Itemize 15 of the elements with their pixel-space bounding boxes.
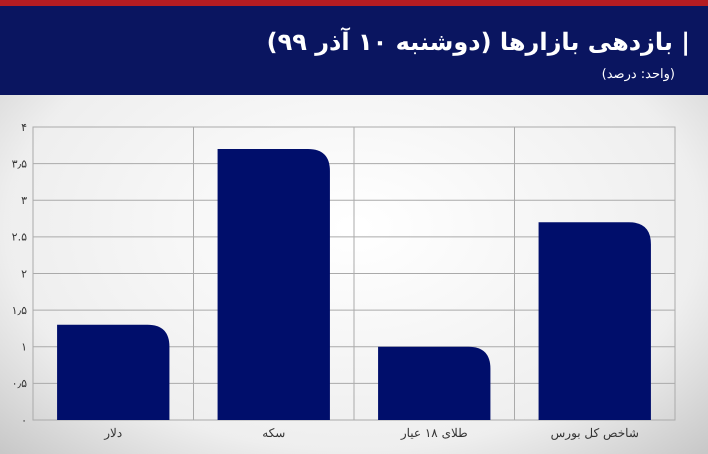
y-tick-label: ۱ <box>21 340 27 354</box>
y-tick-label: ۳٫۵ <box>12 157 28 170</box>
y-tick-label: ۲ <box>21 267 28 280</box>
x-tick-label: دلار <box>103 426 122 440</box>
y-tick-label: ۲.۵ <box>12 230 28 244</box>
y-tick-label: ۰ <box>21 414 27 427</box>
y-tick-label: ۴ <box>21 120 28 134</box>
x-tick-label: شاخص کل بورس <box>550 426 639 440</box>
chart-title: | بازدهی بازارها (دوشنبه ۱۰ آذر ۹۹) <box>266 27 690 56</box>
x-tick-label: طلای ۱۸ عیار <box>400 426 468 440</box>
y-tick-label: ۱٫۵ <box>12 304 28 317</box>
y-tick-label: ۳ <box>21 194 28 208</box>
x-tick-label: سکه <box>262 426 286 440</box>
chart-subtitle: (واحد: درصد) <box>602 67 675 82</box>
y-tick-label: ۰٫۵ <box>12 377 28 390</box>
